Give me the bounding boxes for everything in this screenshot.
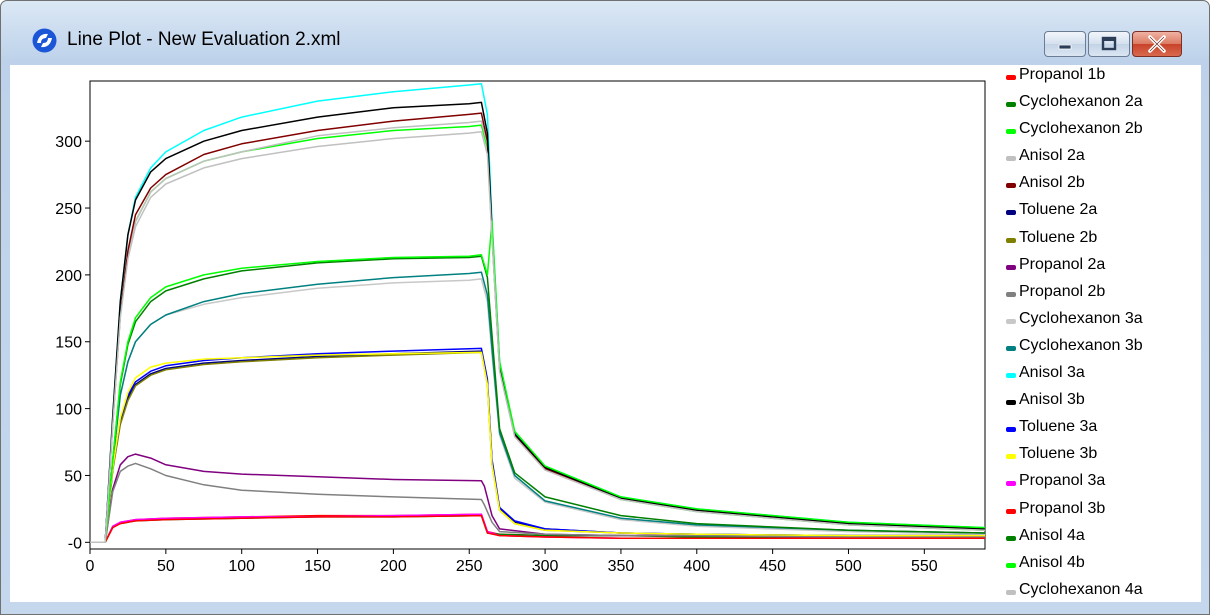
legend-swatch xyxy=(1006,183,1016,189)
legend-swatch xyxy=(1006,508,1016,514)
legend-item-cyclohexanon-3b: Cyclohexanon 3b xyxy=(1000,336,1200,363)
legend-swatch xyxy=(1006,75,1016,80)
x-tick-label: 550 xyxy=(911,558,938,575)
x-tick-label: 250 xyxy=(456,558,483,575)
legend-label: Cyclohexanon 2b xyxy=(1019,120,1143,138)
legend-label: Anisol 4a xyxy=(1019,526,1085,544)
legend-label: Propanol 3a xyxy=(1019,472,1106,490)
series-line-propanol-3b xyxy=(90,514,985,544)
x-tick-label: 100 xyxy=(228,558,255,575)
legend-swatch xyxy=(1006,589,1016,595)
legend-label: Toluene 3a xyxy=(1019,418,1098,436)
title-bar[interactable]: Line Plot - New Evaluation 2.xml xyxy=(1,1,1209,65)
legend-label: Cyclohexanon 2a xyxy=(1019,93,1143,111)
legend-swatch xyxy=(1006,318,1016,324)
x-tick-label: 500 xyxy=(835,558,862,575)
legend-item-toluene-2a: Toluene 2a xyxy=(1000,200,1200,227)
y-tick-label: 250 xyxy=(55,201,82,218)
legend-item-propanol-2a: Propanol 2a xyxy=(1000,255,1200,282)
legend-item-anisol-2b: Anisol 2b xyxy=(1000,173,1200,200)
legend-swatch xyxy=(1006,454,1016,460)
legend-item-toluene-3b: Toluene 3b xyxy=(1000,444,1200,471)
legend-swatch xyxy=(1006,210,1016,216)
legend-label: Propanol 3b xyxy=(1019,499,1106,517)
series-line-anisol-2b xyxy=(90,112,986,544)
legend-item-cyclohexanon-4a: Cyclohexanon 4a xyxy=(1000,580,1200,607)
legend-item-cyclohexanon-2b: Cyclohexanon 2b xyxy=(1000,119,1200,146)
series-line-cyclohexanon-4a xyxy=(90,131,986,544)
legend-swatch xyxy=(1006,535,1016,541)
y-tick-label: -0 xyxy=(68,535,82,552)
x-tick-label: 150 xyxy=(304,558,331,575)
legend: Propanol 1b Cyclohexanon 2a Cyclohexanon 2… xyxy=(1000,65,1200,607)
app-logo-icon xyxy=(31,27,58,54)
legend-item-cyclohexanon-2a: Cyclohexanon 2a xyxy=(1000,92,1200,119)
legend-label: Anisol 3b xyxy=(1019,391,1085,409)
legend-swatch xyxy=(1006,400,1016,406)
legend-item-anisol-4b: Anisol 4b xyxy=(1000,553,1200,580)
legend-label: Cyclohexanon 3a xyxy=(1019,309,1143,327)
legend-swatch xyxy=(1006,427,1016,433)
legend-item-anisol-3b: Anisol 3b xyxy=(1000,390,1200,417)
legend-label: Propanol 2b xyxy=(1019,282,1106,300)
y-tick-label: 100 xyxy=(55,402,82,419)
legend-label: Anisol 2a xyxy=(1019,147,1085,165)
plot-area: 0 50 100 150 200 250 300 350 400 450 500 550 -0 50 100… xyxy=(10,65,1201,602)
legend-label: Cyclohexanon 4a xyxy=(1019,580,1143,598)
legend-item-toluene-2b: Toluene 2b xyxy=(1000,228,1200,255)
x-tick-label: 200 xyxy=(380,558,407,575)
legend-item-anisol-2a: Anisol 2a xyxy=(1000,146,1200,173)
legend-swatch xyxy=(1006,264,1016,270)
y-tick-label: 300 xyxy=(55,134,82,151)
maximize-button[interactable] xyxy=(1088,31,1130,57)
line-chart: 0 50 100 150 200 250 300 350 400 450 500 550 -0 50 100… xyxy=(55,80,986,575)
y-tick-label: 200 xyxy=(55,268,82,285)
series-line-cyclohexanon-3b xyxy=(90,271,986,544)
series-line-anisol-4b xyxy=(90,220,986,544)
x-tick-label: 400 xyxy=(683,558,710,575)
legend-item-toluene-3a: Toluene 3a xyxy=(1000,417,1200,444)
series-line-anisol-3b xyxy=(90,101,986,544)
legend-label: Toluene 2b xyxy=(1019,228,1098,246)
legend-label: Anisol 4b xyxy=(1019,553,1085,571)
legend-label: Cyclohexanon 3b xyxy=(1019,336,1143,354)
y-tick-label: 50 xyxy=(64,468,82,485)
legend-item-propanol-3b: Propanol 3b xyxy=(1000,499,1200,526)
legend-label: Anisol 2b xyxy=(1019,174,1085,192)
legend-label: Propanol 2a xyxy=(1019,255,1106,273)
x-tick-label: 450 xyxy=(759,558,786,575)
legend-label: Toluene 2a xyxy=(1019,201,1098,219)
series-line-toluene-3b xyxy=(90,351,985,544)
legend-swatch xyxy=(1006,102,1016,108)
x-tick-label: 0 xyxy=(86,558,95,575)
y-tick-label: 150 xyxy=(55,335,82,352)
legend-label: Propanol 1b xyxy=(1019,66,1106,83)
legend-swatch xyxy=(1006,156,1016,162)
legend-item-propanol-2b: Propanol 2b xyxy=(1000,282,1200,309)
minimize-button[interactable] xyxy=(1044,31,1086,57)
window-title: Line Plot - New Evaluation 2.xml xyxy=(67,29,341,50)
legend-label: Anisol 3a xyxy=(1019,364,1085,382)
x-tick-label: 50 xyxy=(157,558,175,575)
legend-item-propanol-1b: Propanol 1b xyxy=(1000,65,1200,92)
legend-swatch xyxy=(1006,291,1016,297)
legend-label: Toluene 3b xyxy=(1019,445,1098,463)
series-line-propanol-2b xyxy=(90,462,985,544)
close-button[interactable] xyxy=(1132,31,1182,57)
legend-item-anisol-3a: Anisol 3a xyxy=(1000,363,1200,390)
legend-swatch xyxy=(1006,481,1016,487)
x-tick-label: 350 xyxy=(608,558,635,575)
plot-frame xyxy=(89,80,986,550)
legend-item-cyclohexanon-3a: Cyclohexanon 3a xyxy=(1000,309,1200,336)
legend-swatch xyxy=(1006,129,1016,135)
legend-item-propanol-3a: Propanol 3a xyxy=(1000,471,1200,498)
legend-swatch xyxy=(1006,562,1016,568)
legend-swatch xyxy=(1006,345,1016,351)
legend-item-anisol-4a: Anisol 4a xyxy=(1000,526,1200,553)
legend-swatch xyxy=(1006,373,1016,379)
legend-swatch xyxy=(1006,237,1016,243)
x-tick-label: 300 xyxy=(532,558,559,575)
